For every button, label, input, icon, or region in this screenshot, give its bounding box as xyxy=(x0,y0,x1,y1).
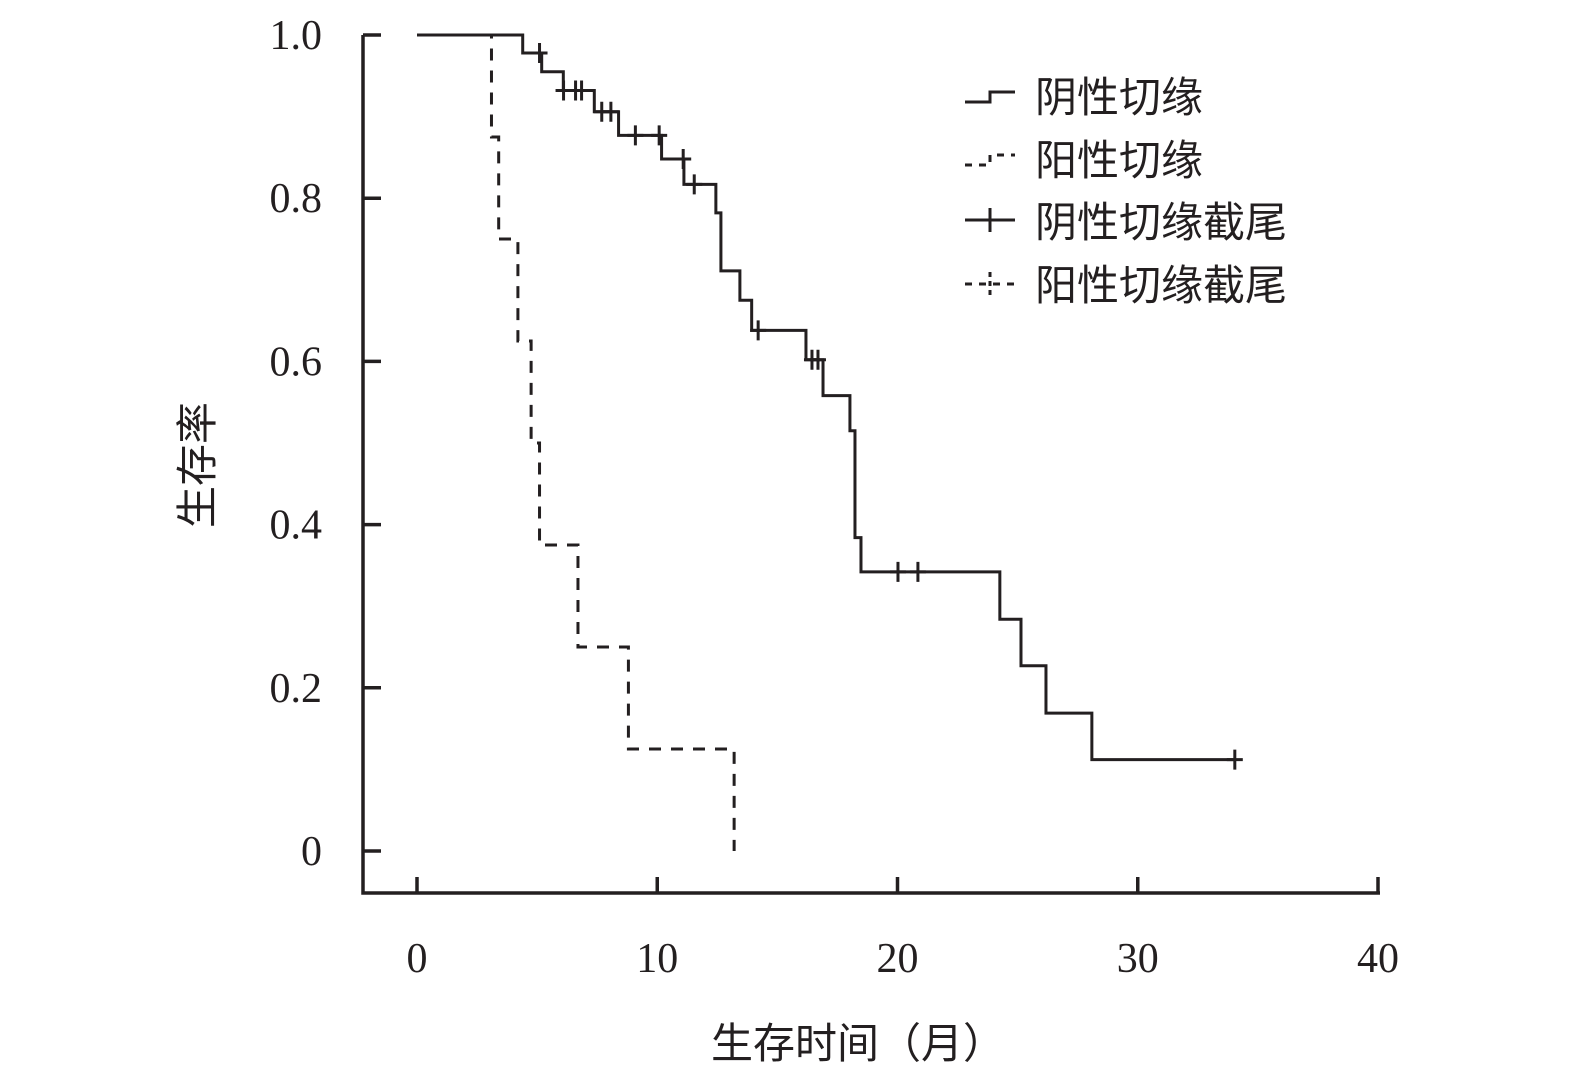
y-tick-label: 0 xyxy=(301,829,322,875)
censor-mark xyxy=(889,561,906,582)
legend-item-positive-margin: 阳性切缘 xyxy=(965,136,1203,185)
legend-label: 阴性切缘 xyxy=(1035,73,1203,122)
legend-label: 阳性切缘 xyxy=(1035,136,1203,185)
y-tick-label: 0.6 xyxy=(270,339,323,385)
censor-mark xyxy=(602,101,619,122)
censor-mark xyxy=(686,174,703,195)
y-tick-label: 0.8 xyxy=(270,176,323,222)
legend-symbol-dashed-step xyxy=(965,153,1015,167)
x-tick-labels: 0 10 20 30 40 xyxy=(407,936,1400,982)
y-tick-label: 0.2 xyxy=(270,666,323,712)
censor-mark xyxy=(1226,749,1243,770)
legend-label: 阳性切缘截尾 xyxy=(1035,261,1287,310)
y-tick-labels: 0 0.2 0.4 0.6 0.8 1.0 xyxy=(270,13,323,875)
censor-mark xyxy=(909,561,926,582)
legend-label: 阴性切缘截尾 xyxy=(1035,198,1287,247)
axes xyxy=(361,35,1380,895)
censor-mark xyxy=(531,42,548,63)
censor-mark xyxy=(573,80,590,101)
legend-symbol-solid-step xyxy=(965,90,1015,104)
survival-curve-1 xyxy=(417,33,736,851)
y-axis-title: 生存率 xyxy=(173,402,222,528)
x-tick-label: 20 xyxy=(877,936,919,982)
censor-mark xyxy=(809,349,826,370)
y-tick-label: 0.4 xyxy=(270,503,323,549)
censor-mark xyxy=(675,149,692,170)
tick-marks xyxy=(363,33,1380,893)
x-tick-label: 0 xyxy=(407,936,428,982)
axis-lines xyxy=(361,35,1380,895)
legend-item-negative-margin: 阴性切缘 xyxy=(965,73,1203,122)
censor-mark xyxy=(627,125,644,146)
legend: 阴性切缘 阳性切缘 阴性切缘截尾 阳性切缘截尾 xyxy=(965,73,1287,310)
legend-item-positive-censored: 阳性切缘截尾 xyxy=(965,261,1287,310)
legend-item-negative-censored: 阴性切缘截尾 xyxy=(965,198,1287,247)
x-tick-label: 10 xyxy=(636,936,678,982)
x-tick-label: 40 xyxy=(1357,936,1399,982)
legend-symbol-solid-censor xyxy=(965,208,1015,232)
x-tick-label: 30 xyxy=(1117,936,1159,982)
censor-mark xyxy=(651,125,668,146)
censor-marks xyxy=(531,42,1243,770)
censor-mark xyxy=(750,320,767,341)
y-tick-label: 1.0 xyxy=(270,13,323,59)
x-axis-title: 生存时间（月） xyxy=(711,1019,1005,1068)
